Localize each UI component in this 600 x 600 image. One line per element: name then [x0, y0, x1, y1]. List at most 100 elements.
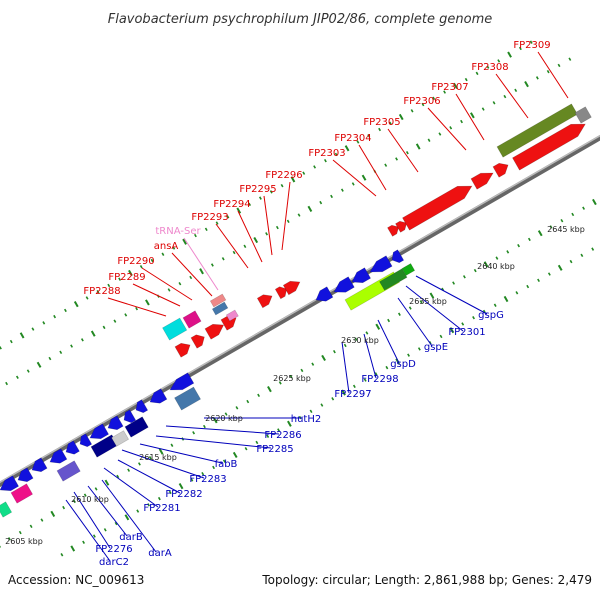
tick-mark — [161, 252, 165, 256]
kbp-label: 2620 kbp — [205, 414, 243, 423]
tick-mark — [257, 393, 261, 398]
forward-gene-label: FP2288 — [83, 286, 120, 297]
backbone-line — [0, 134, 600, 488]
tick-mark — [277, 428, 280, 432]
tick-mark — [363, 378, 367, 382]
tick-mark — [332, 349, 336, 354]
reverse-label-leader — [103, 467, 159, 508]
forward-gene-label: FP2289 — [108, 272, 145, 283]
tick-mark — [460, 119, 463, 124]
tick-mark — [267, 386, 272, 393]
tick-marks — [0, 40, 597, 557]
reverse-gene-arrow — [107, 415, 124, 431]
tick-mark — [224, 412, 228, 416]
tick-mark — [135, 306, 139, 311]
reverse-label-leader — [363, 333, 377, 379]
reverse-gene-label: FP2297 — [334, 389, 371, 400]
tick-mark — [124, 313, 128, 317]
tick-mark — [222, 459, 226, 463]
tick-mark — [323, 158, 327, 163]
forward-gene-arrow — [282, 280, 301, 296]
reverse-gene-label: FP2285 — [256, 444, 293, 455]
reverse-gene-arrow — [17, 467, 34, 483]
tick-mark — [549, 225, 553, 229]
tick-mark — [481, 107, 485, 111]
reverse-gene-arrow — [0, 475, 20, 492]
forward-gene-label: FP2306 — [403, 96, 440, 107]
tick-mark — [343, 343, 347, 348]
reverse-gene-label: FP2283 — [189, 474, 226, 485]
tick-mark — [378, 127, 382, 132]
tick-mark — [397, 312, 401, 316]
tick-mark — [568, 57, 572, 61]
forward-gene-label: ansA — [154, 241, 179, 252]
tick-mark — [253, 236, 259, 244]
tick-mark — [73, 301, 79, 308]
forward-gene-arrow — [387, 224, 400, 237]
tick-mark — [193, 233, 197, 238]
tick-mark — [145, 299, 150, 306]
reverse-gene-label: FP2281 — [143, 503, 180, 514]
tick-mark — [96, 289, 100, 294]
tick-mark — [280, 183, 284, 188]
tick-mark — [571, 212, 575, 217]
tick-mark — [415, 143, 421, 150]
forward-label-leader — [387, 128, 419, 173]
tick-mark — [473, 268, 477, 273]
tick-mark — [503, 295, 509, 303]
reverse-label-leader — [87, 485, 128, 537]
forward-label-leader — [263, 195, 273, 256]
kbp-label: 2635 kbp — [409, 297, 447, 306]
forward-gene-block — [574, 106, 592, 124]
tick-mark — [580, 253, 584, 258]
forward-gene-arrow — [174, 342, 191, 358]
tick-mark — [15, 375, 19, 379]
tick-mark — [462, 275, 466, 279]
reverse-gene-block — [124, 416, 149, 438]
reverse-gene-block — [0, 501, 13, 518]
forward-gene-arrow — [204, 323, 225, 340]
forward-label-leader — [495, 73, 529, 119]
tick-mark — [331, 397, 335, 401]
tick-mark — [506, 250, 510, 254]
reverse-label-leader — [65, 499, 111, 562]
reverse-gene-label: darA — [148, 548, 172, 559]
tick-mark — [472, 316, 475, 320]
tick-mark — [518, 46, 522, 51]
forward-label-leader — [281, 181, 291, 251]
label-leader-lines — [65, 51, 569, 562]
tick-mark — [443, 90, 447, 94]
tick-mark — [427, 138, 431, 142]
reverse-label-leader — [415, 275, 488, 315]
reverse-gene-label: gspD — [390, 359, 416, 370]
tick-mark — [547, 272, 551, 276]
tick-mark — [255, 440, 259, 445]
forward-gene-arrow — [274, 286, 288, 300]
forward-gene-arrow — [256, 294, 273, 309]
tick-mark — [243, 244, 247, 248]
genome-backbone — [0, 134, 600, 488]
tick-mark — [124, 514, 130, 521]
tick-mark — [278, 381, 282, 385]
tick-mark — [85, 296, 89, 300]
tick-mark — [36, 361, 42, 368]
tick-mark — [127, 468, 131, 472]
reverse-gene-block — [56, 460, 81, 482]
tick-mark — [557, 264, 563, 271]
tick-mark — [527, 237, 531, 242]
reverse-gene-label: fabB — [215, 459, 238, 470]
tick-mark — [495, 256, 499, 260]
tick-mark — [29, 524, 33, 529]
tick-mark — [202, 424, 206, 429]
tick-mark — [210, 263, 214, 267]
tick-mark — [157, 496, 161, 501]
reverse-gene-arrow — [169, 372, 195, 391]
tick-mark — [107, 283, 111, 288]
tick-mark — [290, 176, 296, 183]
tick-mark — [73, 499, 76, 504]
tick-mark — [340, 188, 344, 192]
tick-mark — [232, 451, 238, 459]
tick-mark — [269, 190, 273, 194]
tick-mark — [18, 530, 22, 535]
